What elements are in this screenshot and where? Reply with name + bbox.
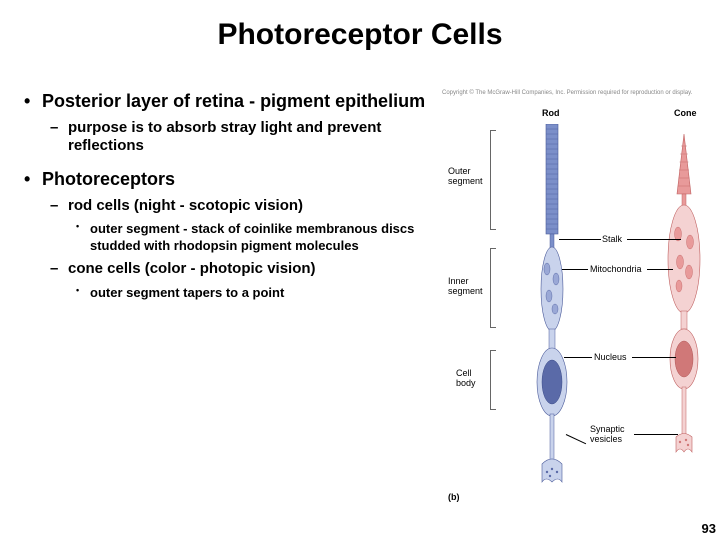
bullet-purpose: purpose is to absorb stray light and pre… <box>50 119 440 157</box>
rod-header: Rod <box>542 108 560 118</box>
rod-cell-icon <box>532 124 572 494</box>
outer-segment-bracket <box>490 130 496 230</box>
panel-label: (b) <box>448 492 460 502</box>
stalk-label: Stalk <box>602 234 622 244</box>
slide-title: Photoreceptor Cells <box>0 0 720 62</box>
syn-line-cone <box>634 434 678 435</box>
cone-cell-icon <box>664 134 704 494</box>
stalk-line-rod <box>559 239 601 240</box>
mito-line-rod <box>562 269 588 270</box>
nucleus-line-cone <box>632 357 676 358</box>
diagram-area: Copyright © The McGraw-Hill Companies, I… <box>442 90 712 510</box>
bullet-rod-cells: rod cells (night - scotopic vision) <box>50 197 440 216</box>
stalk-line-cone <box>627 239 681 240</box>
copyright-text: Copyright © The McGraw-Hill Companies, I… <box>442 90 712 96</box>
bullet-cone-outer: outer segment tapers to a point <box>76 285 440 301</box>
mitochondria-label: Mitochondria <box>590 264 642 274</box>
cone-header: Cone <box>674 108 697 118</box>
mito-line-cone <box>647 269 673 270</box>
content-area: Posterior layer of retina - pigment epit… <box>20 90 440 307</box>
bullet-cone-cells: cone cells (color - photopic vision) <box>50 260 440 279</box>
page-number: 93 <box>702 521 716 536</box>
cell-body-label: Cell body <box>456 368 476 388</box>
outer-segment-label: Outer segment <box>448 166 483 186</box>
nucleus-line-rod <box>564 357 592 358</box>
cell-body-bracket <box>490 350 496 410</box>
nucleus-label: Nucleus <box>594 352 627 362</box>
bullet-pigment-epithelium: Posterior layer of retina - pigment epit… <box>24 90 440 113</box>
bullet-photoreceptors: Photoreceptors <box>24 168 440 191</box>
bullet-rod-outer: outer segment - stack of coinlike membra… <box>76 221 440 254</box>
inner-segment-bracket <box>490 248 496 328</box>
inner-segment-label: Inner segment <box>448 276 483 296</box>
synaptic-label: Synaptic vesicles <box>590 424 625 444</box>
